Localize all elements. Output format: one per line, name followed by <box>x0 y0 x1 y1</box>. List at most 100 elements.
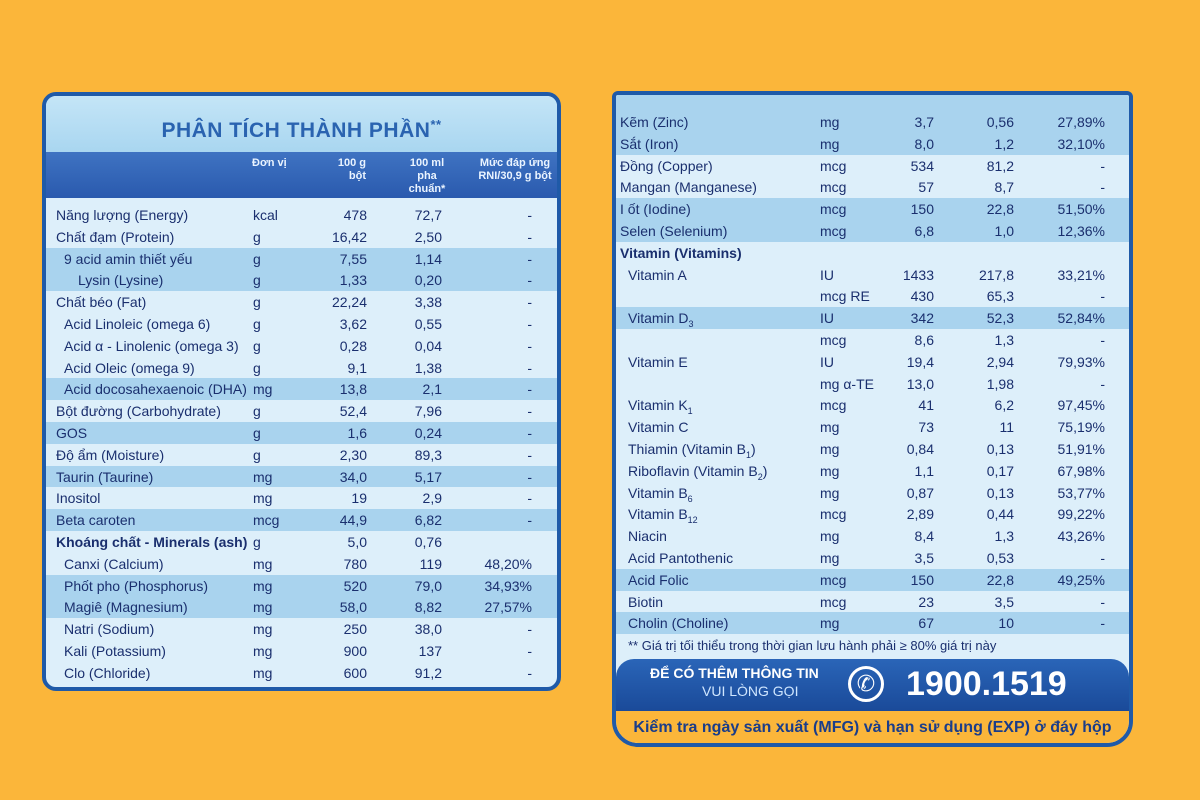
nutrient-name: Vitamin (Vitamins) <box>620 242 742 264</box>
value-per-100g: 67 <box>918 615 934 632</box>
table-row: Vitamin K1 mcg 41 6,2 97,45% <box>616 394 1129 416</box>
value-per-100ml: 89,3 <box>414 446 442 463</box>
value-per-100g: 9,1 <box>347 359 367 376</box>
nutrient-name: Lysin (Lysine) <box>78 269 163 291</box>
contact-line-1: ĐỂ CÓ THÊM THÔNG TIN <box>650 665 819 681</box>
value-per-100ml: 7,96 <box>414 403 442 420</box>
value-per-100g: 73 <box>918 419 934 436</box>
nutrient-name: Magiê (Magnesium) <box>64 596 188 618</box>
nutrient-name-text: Vitamin K <box>628 397 688 414</box>
value-rni: - <box>1100 331 1105 348</box>
nutrient-name-text: Canxi (Calcium) <box>64 555 164 572</box>
table-row: Canxi (Calcium) mg 780 119 48,20% <box>46 553 557 575</box>
nutrient-name: Acid Oleic (omega 9) <box>64 357 195 379</box>
nutrient-name-text: Acid Oleic (omega 9) <box>64 359 195 376</box>
table-row: Vitamin D3 IU 342 52,3 52,84% <box>616 307 1129 329</box>
value-rni: - <box>527 424 532 441</box>
nutrient-name: Năng lượng (Energy) <box>56 204 188 226</box>
nutrient-subscript: 1 <box>687 406 693 417</box>
nutrient-unit: mg <box>820 462 840 479</box>
table-row: I ốt (Iodine) mcg 150 22,8 51,50% <box>616 198 1129 220</box>
value-per-100ml: 5,17 <box>414 468 442 485</box>
nutrient-name-text: Vitamin (Vitamins) <box>620 244 742 261</box>
nutrient-name-suffix: ) <box>751 440 756 457</box>
nutrient-name-text: Vitamin C <box>628 419 689 436</box>
value-per-100g: 600 <box>343 664 367 681</box>
nutrient-name: Kali (Potassium) <box>64 640 166 662</box>
value-per-100ml: 1,98 <box>986 375 1014 392</box>
value-per-100ml: 3,5 <box>994 593 1014 610</box>
value-per-100ml: 6,82 <box>414 512 442 529</box>
value-per-100ml: 0,17 <box>986 462 1014 479</box>
nutrient-unit: mcg <box>820 506 847 523</box>
nutrient-unit: g <box>253 446 261 463</box>
nutrient-table-right: Kẽm (Zinc) mg 3,7 0,56 27,89% Sắt (Iron) mg 8,0… <box>616 111 1129 635</box>
table-row: Acid Linoleic (omega 6) g 3,62 0,55 - <box>46 313 557 335</box>
value-per-100g: 7,55 <box>339 250 367 267</box>
table-row: Biotin mcg 23 3,5 - <box>616 591 1129 613</box>
contact-line-2: VUI LÒNG GỌI <box>702 683 799 699</box>
nutrient-unit: mcg RE <box>820 288 870 305</box>
nutrient-name: GOS <box>56 422 87 444</box>
nutrient-name-text: Kẽm (Zinc) <box>620 114 689 130</box>
value-rni: - <box>527 490 532 507</box>
table-row: Kẽm (Zinc) mg 3,7 0,56 27,89% <box>616 111 1129 133</box>
value-per-100g: 430 <box>910 288 934 305</box>
nutrient-name: Vitamin K1 <box>628 394 693 422</box>
nutrient-name: I ốt (Iodine) <box>620 198 691 220</box>
nutrient-unit: mg α-TE <box>820 375 874 392</box>
nutrient-unit: mcg <box>820 201 847 218</box>
nutrient-subscript: 6 <box>687 493 693 504</box>
nutrient-subscript: 2 <box>757 471 763 482</box>
value-rni: 32,10% <box>1057 135 1105 152</box>
nutrient-unit: mg <box>253 577 273 594</box>
value-rni: - <box>527 294 532 311</box>
value-per-100g: 19,4 <box>906 353 934 370</box>
value-per-100ml: 1,2 <box>994 135 1014 152</box>
value-per-100g: 41 <box>918 397 934 414</box>
nutrient-unit: mg <box>253 555 273 572</box>
value-rni: - <box>527 250 532 267</box>
nutrient-name-text: Selen (Selenium) <box>620 222 728 239</box>
value-per-100ml: 11 <box>999 419 1014 436</box>
value-rni: 27,89% <box>1057 114 1105 130</box>
table-row: Chất béo (Fat) g 22,24 3,38 - <box>46 291 557 313</box>
value-per-100g: 1433 <box>902 266 934 283</box>
table-row: mg α-TE 13,0 1,98 - <box>616 373 1129 395</box>
nutrient-unit: mcg <box>820 222 847 239</box>
nutrient-name: Kẽm (Zinc) <box>620 111 688 133</box>
panel-title-text: PHÂN TÍCH THÀNH PHẦN <box>161 119 431 142</box>
value-per-100g: 150 <box>910 201 934 218</box>
value-per-100ml: 2,9 <box>422 490 442 507</box>
nutrient-name-text: Chất đạm (Protein) <box>56 228 175 245</box>
value-per-100ml: 0,13 <box>986 440 1014 457</box>
table-row: Độ ẩm (Moisture) g 2,30 89,3 - <box>46 444 557 466</box>
value-per-100g: 13,0 <box>906 375 934 392</box>
value-per-100g: 780 <box>343 555 367 572</box>
value-per-100g: 0,28 <box>339 337 367 354</box>
header-per-100ml: 100 ml pha chuẩn* <box>401 157 453 196</box>
table-row: Thiamin (Vitamin B1) mg 0,84 0,13 51,91% <box>616 438 1129 460</box>
nutrient-unit: mg <box>820 440 840 457</box>
value-per-100g: 23 <box>918 593 934 610</box>
composition-panel-right: Kẽm (Zinc) mg 3,7 0,56 27,89% Sắt (Iron) mg 8,0… <box>612 91 1133 747</box>
value-rni: - <box>1100 593 1105 610</box>
value-rni: - <box>527 621 532 638</box>
nutrient-name: Acid α - Linolenic (omega 3) <box>64 335 239 357</box>
value-rni: 97,45% <box>1057 397 1105 414</box>
value-per-100g: 2,89 <box>906 506 934 523</box>
value-per-100g: 6,8 <box>914 222 934 239</box>
table-row: Cholin (Choline) mg 67 10 - <box>616 612 1129 635</box>
table-row: Inositol mg 19 2,9 - <box>46 487 557 509</box>
value-rni: 53,77% <box>1057 484 1105 501</box>
nutrient-name: Biotin <box>628 591 663 613</box>
value-per-100ml: 0,20 <box>414 272 442 289</box>
nutrient-unit: mg <box>820 615 840 632</box>
phone-number[interactable]: 1900.1519 <box>906 665 1067 703</box>
value-rni: - <box>527 359 532 376</box>
nutrient-name-text: Sắt (Iron) <box>620 135 679 152</box>
table-row: Acid α - Linolenic (omega 3) g 0,28 0,04 - <box>46 335 557 357</box>
value-per-100g: 34,0 <box>339 468 367 485</box>
top-band <box>616 95 1129 111</box>
value-per-100ml: 2,50 <box>414 228 442 245</box>
